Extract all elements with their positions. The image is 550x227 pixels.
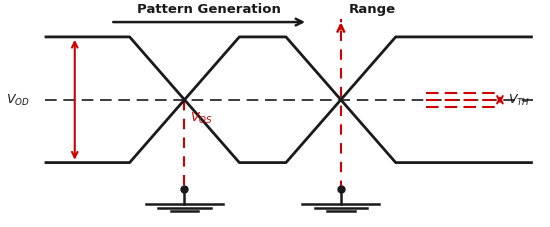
Text: Range: Range xyxy=(349,3,396,16)
Text: $V_{OS}$: $V_{OS}$ xyxy=(190,111,213,126)
Text: $V_{TH}$: $V_{TH}$ xyxy=(508,93,530,108)
Text: Pattern Generation: Pattern Generation xyxy=(138,3,281,16)
Text: $V_{OD}$: $V_{OD}$ xyxy=(6,93,30,108)
